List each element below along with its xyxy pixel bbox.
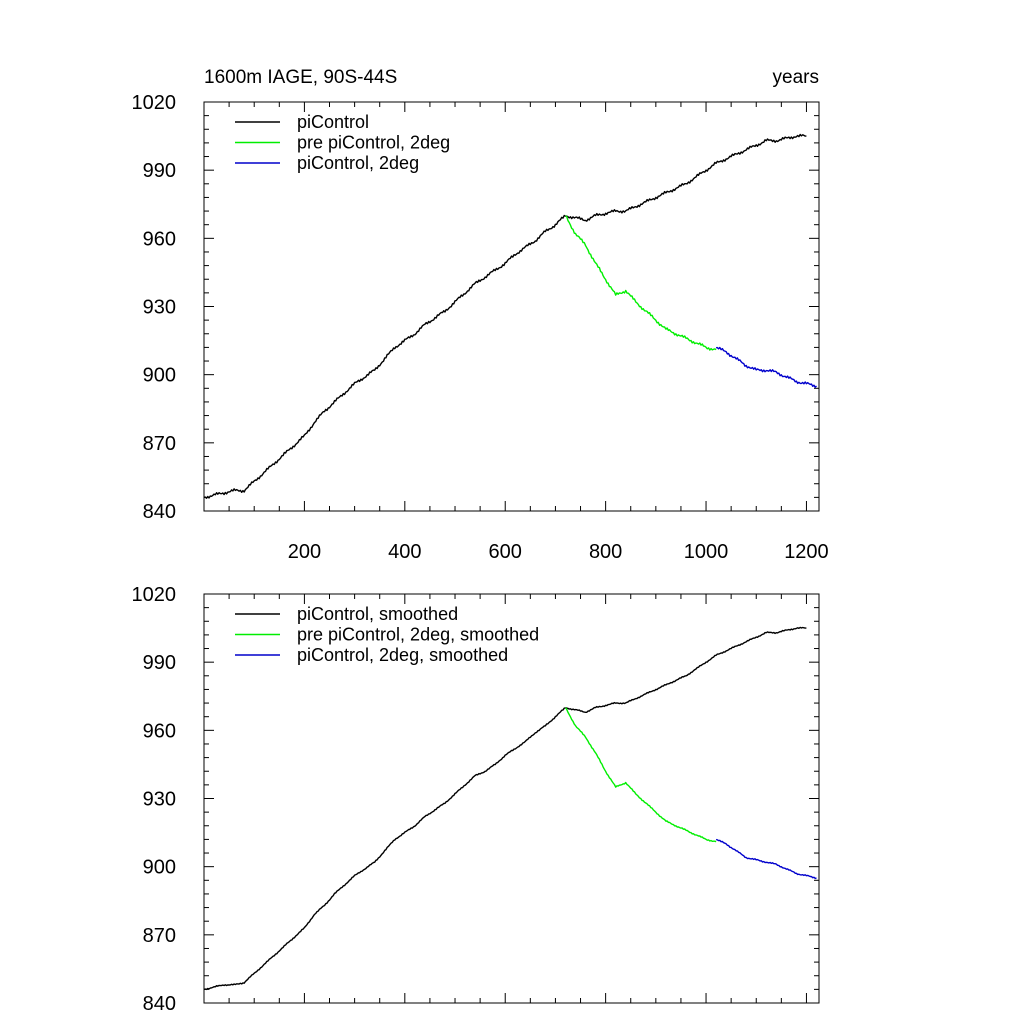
y-tick-label: 990 <box>143 652 176 674</box>
y-tick-label: 900 <box>143 857 176 879</box>
series-line-picontrol-smoothed <box>203 626 807 991</box>
y-tick-label: 930 <box>143 789 176 811</box>
y-tick-label: 870 <box>143 925 176 947</box>
legend-label-pre-picontrol-2deg-smoothed: pre piControl, 2deg, smoothed <box>297 625 539 645</box>
y-tick-label: 870 <box>143 433 176 455</box>
top-panel: 200 400 600 800 1000 1200 840 870 900 930 960 990 10… <box>132 67 829 563</box>
series-line-pre-picontrol-2deg <box>565 215 717 351</box>
legend-label-pre-picontrol-2deg: pre piControl, 2deg <box>297 133 450 153</box>
legend-label-picontrol-smoothed: piControl, smoothed <box>297 604 458 624</box>
series-line-picontrol-2deg <box>716 346 817 388</box>
y-tick-label: 840 <box>143 501 176 523</box>
series-line-picontrol <box>203 133 807 499</box>
y-tick-label: 960 <box>143 228 176 250</box>
bottom-panel: 840 870 900 930 960 990 1020 piControl, smoothe… <box>132 584 820 1015</box>
y-tick-label: 840 <box>143 993 176 1015</box>
legend-label-picontrol-2deg: piControl, 2deg <box>297 153 419 173</box>
x-tick-label: 400 <box>388 541 421 563</box>
legend-label-picontrol-2deg-smoothed: piControl, 2deg, smoothed <box>297 645 508 665</box>
x-tick-label: 200 <box>288 541 321 563</box>
x-tick-label: 1000 <box>684 541 729 563</box>
x-tick-label: 600 <box>489 541 522 563</box>
x-tick-label: 1200 <box>784 541 829 563</box>
y-tick-label: 900 <box>143 365 176 387</box>
x-axis-units-label: years <box>773 67 819 88</box>
y-tick-label: 990 <box>143 160 176 182</box>
y-tick-label: 1020 <box>132 584 177 606</box>
x-tick-label: 800 <box>589 541 622 563</box>
y-tick-label: 930 <box>143 297 176 319</box>
chart-title: 1600m IAGE, 90S-44S <box>204 67 397 88</box>
y-tick-label: 960 <box>143 720 176 742</box>
y-tick-label: 1020 <box>132 92 177 114</box>
legend-label-picontrol: piControl <box>297 112 369 132</box>
series-line-pre-picontrol-2deg-smoothed <box>564 707 717 843</box>
series-line-picontrol-2deg-smoothed <box>715 838 817 880</box>
